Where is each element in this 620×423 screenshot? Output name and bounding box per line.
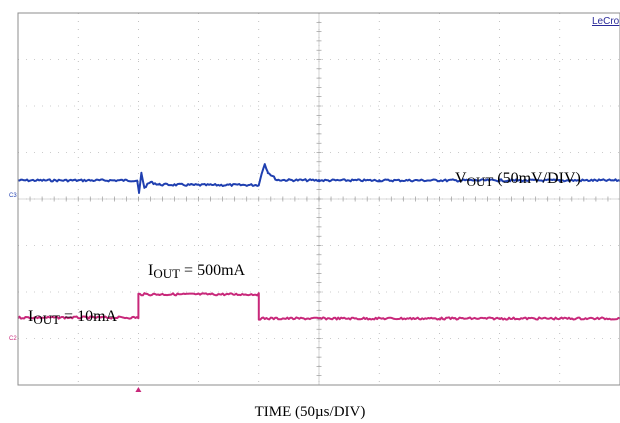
annotation-iout-high-main: I (148, 262, 154, 279)
trigger-marker-icon (135, 387, 142, 392)
annotation-iout-low-sub: OUT (33, 312, 61, 327)
channel-tag-c2: C2 (9, 336, 17, 342)
vout-trace (17, 163, 620, 194)
annotation-vout-main: V (455, 170, 467, 187)
traces (17, 163, 620, 321)
grid (17, 12, 620, 386)
annotation-iout-low-main: I (28, 308, 34, 325)
plot-border (17, 12, 620, 386)
channel-tag-c3: C3 (9, 193, 17, 199)
annotation-iout-high-rest: = 500mA (180, 262, 246, 279)
annotation-iout-low-rest: = 10mA (60, 308, 118, 325)
annotation-iout-high-sub: OUT (153, 266, 181, 281)
iout-trace (17, 292, 620, 321)
annotation-vout: VOUT (50mV/DIV) (455, 170, 581, 190)
annotation-vout-rest: (50mV/DIV) (493, 170, 581, 187)
x-axis-label: TIME (50µs/DIV) (254, 404, 366, 420)
annotation-iout-high: IOUT = 500mA (148, 262, 245, 282)
brand-label: LeCro (592, 16, 620, 27)
annotation-vout-sub: OUT (466, 174, 494, 189)
annotation-iout-low: IOUT = 10mA (28, 308, 117, 328)
